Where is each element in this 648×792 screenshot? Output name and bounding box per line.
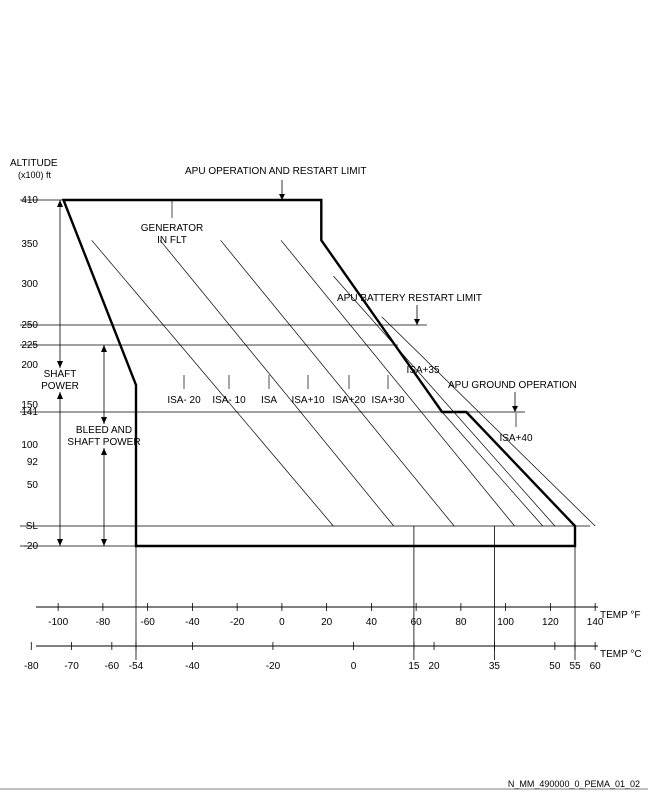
temp-f-tick-label: 0 [279, 617, 285, 628]
temp-c-tick-label: 15 [408, 661, 420, 672]
y-tick-label: 300 [21, 279, 38, 290]
temp-c-tick-label: 0 [351, 661, 357, 672]
y-tick-label: SL [26, 521, 39, 532]
temp-f-tick-label: 140 [587, 617, 604, 628]
bleed-shaft-power-line2: SHAFT POWER [67, 437, 140, 448]
battery-limit-arrow-head [414, 319, 420, 325]
isa-line-label: ISA+10 [291, 395, 325, 406]
isa-line [333, 275, 556, 527]
isa-line [159, 240, 395, 527]
shaft-power-arrow-top-head-up [57, 200, 63, 207]
temp-f-unit-label: TEMP °F [600, 610, 640, 621]
temp-f-tick-label: 80 [455, 617, 467, 628]
temp-f-tick-label: 40 [366, 617, 378, 628]
y-tick-label: 100 [21, 440, 38, 451]
isa-line-label: ISA+40 [499, 433, 533, 444]
temp-f-tick-label: -80 [96, 617, 111, 628]
y-tick-label: 200 [21, 360, 38, 371]
temp-c-tick-label: -60 [105, 661, 120, 672]
apu-restart-limit-label: APU OPERATION AND RESTART LIMIT [185, 166, 367, 177]
ground-operation-arrow-head [512, 406, 518, 412]
isa-line-label: ISA+35 [406, 365, 440, 376]
bleed-shaft-power-line1: BLEED AND [76, 425, 132, 436]
x-axes: -100 -80 -60 -40 -20 0 20 40 60 80 100 120 140 -80 -70… [24, 603, 604, 672]
temp-c-tick-label: -54 [129, 661, 144, 672]
isa-line-label: ISA [261, 395, 277, 406]
y-tick-label: 350 [21, 239, 38, 250]
temp-c-tick-label: 55 [569, 661, 581, 672]
temp-c-tick-label: -80 [24, 661, 39, 672]
bleed-power-arrow-bottom-head-up [101, 448, 107, 455]
isa-line [441, 411, 544, 527]
temp-f-tick-label: -20 [230, 617, 245, 628]
isa-line [91, 240, 334, 527]
ground-operation-label: APU GROUND OPERATION [448, 380, 577, 391]
isa-line [220, 240, 455, 527]
bleed-power-arrow-bottom-head-down [101, 539, 107, 546]
isa-line [280, 240, 515, 527]
y-tick-label: 150 [21, 400, 38, 411]
temp-f-tick-label: -40 [185, 617, 200, 628]
temp-f-tick-label: 120 [542, 617, 559, 628]
y-axis-title-line1: ALTITUDE [10, 158, 58, 169]
shaft-power-line1: SHAFT [44, 369, 77, 380]
generator-label-line2: IN FLT [157, 235, 187, 246]
isa-line [381, 316, 596, 527]
shaft-power-arrow-bottom-head-down [57, 539, 63, 546]
y-tick-label: -20 [24, 541, 39, 552]
temp-c-tick-label: 50 [549, 661, 561, 672]
temp-f-tick-label: 20 [321, 617, 333, 628]
isa-line-label: ISA+20 [332, 395, 366, 406]
battery-restart-limit-label: APU BATTERY RESTART LIMIT [337, 293, 482, 304]
y-tick-label: 410 [21, 195, 38, 206]
y-axis-title-line2: (x100) ft [18, 170, 52, 180]
generator-label-line1: GENERATOR [141, 223, 203, 234]
shaft-power-line2: POWER [41, 381, 79, 392]
y-tick-label: 50 [27, 480, 39, 491]
temp-c-tick-label: 60 [590, 661, 602, 672]
temp-c-tick-label: 20 [428, 661, 440, 672]
temp-c-tick-label: 35 [489, 661, 501, 672]
operating-envelope-boundary [61, 198, 577, 548]
temp-c-tick-label: -70 [64, 661, 79, 672]
y-tick-label: 92 [27, 457, 39, 468]
bleed-power-arrow-top-head-up [101, 345, 107, 352]
temp-c-tick-label: -40 [185, 661, 200, 672]
figure-reference: N_MM_490000_0_PEMA_01_02 [508, 779, 640, 789]
temp-f-tick-label: 60 [411, 617, 423, 628]
isa-line-label: ISA- 20 [167, 395, 201, 406]
shaft-power-arrow-bottom-head-up [57, 392, 63, 399]
envelope-outline [61, 198, 577, 548]
bleed-power-arrow-top-head-down [101, 417, 107, 424]
isa-lines: ISA- 20 ISA- 10 ISA ISA+10 ISA+20 ISA+30 ISA+3… [91, 240, 596, 527]
temp-f-tick-label: -100 [48, 617, 68, 628]
temp-c-tick-label: -20 [266, 661, 281, 672]
temp-c-unit-label: TEMP °C [600, 649, 642, 660]
restart-limit-arrow-head [279, 194, 285, 200]
shaft-power-arrow-top-head-down [57, 361, 63, 368]
isa-line-label: ISA+30 [371, 395, 405, 406]
y-tick-label: 225 [21, 340, 38, 351]
y-tick-label: 250 [21, 320, 38, 331]
temp-f-tick-label: -60 [140, 617, 155, 628]
annotations [0, 180, 648, 790]
temp-f-tick-label: 100 [497, 617, 514, 628]
isa-line-label: ISA- 10 [212, 395, 246, 406]
y-tick-label: 141 [21, 407, 38, 418]
